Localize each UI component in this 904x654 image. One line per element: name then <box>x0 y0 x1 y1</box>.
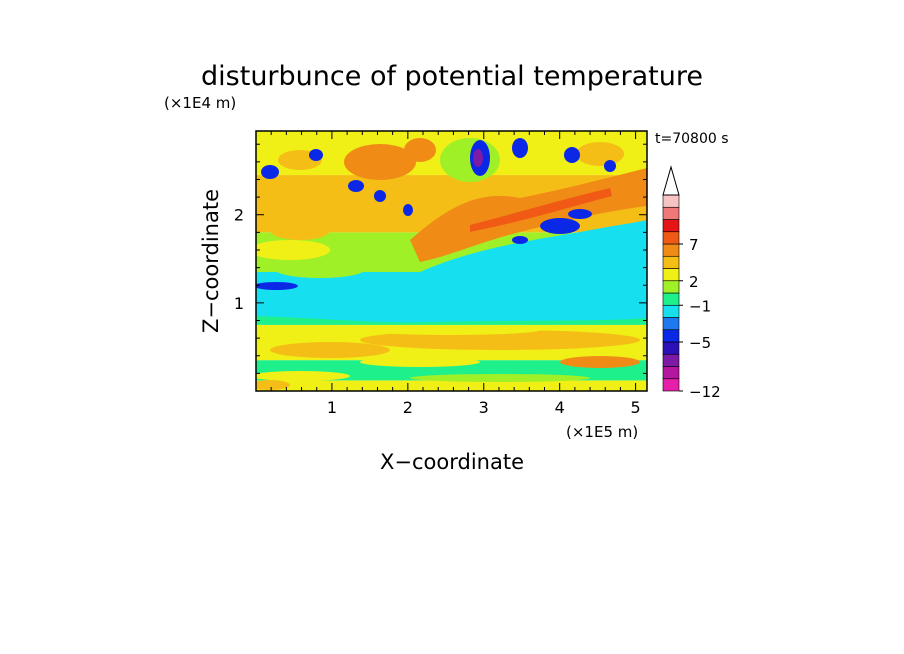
contour-region <box>270 342 390 358</box>
contour-region <box>473 149 483 167</box>
contour-region <box>576 142 624 166</box>
contour-region <box>256 282 298 290</box>
colorbar-swatch <box>662 231 680 245</box>
colorbar-swatch <box>662 194 680 208</box>
colorbar-swatch <box>662 255 680 269</box>
colorbar-swatch <box>662 378 680 392</box>
y-tick-label: 1 <box>234 294 244 313</box>
x-tick-label: 3 <box>479 398 489 417</box>
x-axis: 1 2 3 4 5 <box>270 131 641 417</box>
colorbar-swatch <box>662 219 680 233</box>
colorbar-swatch <box>662 292 680 306</box>
x-axis-label: X−coordinate <box>380 450 524 474</box>
contour-region <box>256 371 350 381</box>
colorbar-label: 7 <box>689 236 699 254</box>
contour-region <box>518 136 562 164</box>
y-unit-label: (×1E4 m) <box>164 94 236 112</box>
contour-region <box>540 218 580 234</box>
contour-region <box>410 374 590 382</box>
contour-region <box>470 188 612 232</box>
colorbar-swatch <box>662 353 680 367</box>
colorbar-swatch <box>662 341 680 355</box>
colorbar: −12−5−127 <box>662 165 721 401</box>
colorbar-label: −5 <box>689 334 711 352</box>
contour-region <box>309 149 323 161</box>
colorbar-label: −1 <box>689 297 711 315</box>
contour-region <box>604 160 616 172</box>
colorbar-swatch <box>662 304 680 318</box>
colorbar-swatch <box>662 206 680 220</box>
contour-region <box>564 147 580 163</box>
contour-region <box>568 209 592 219</box>
y-axis-label: Z−coordinate <box>199 189 223 333</box>
contour-region <box>270 220 330 240</box>
colorbar-label: −12 <box>689 383 721 401</box>
field-band <box>256 380 647 391</box>
x-tick-label: 1 <box>327 398 337 417</box>
contour-region <box>261 165 279 179</box>
contour-region <box>404 138 436 162</box>
x-tick-label: 5 <box>631 398 641 417</box>
x-unit-label: (×1E5 m) <box>566 423 638 441</box>
colorbar-swatch <box>662 243 680 257</box>
colorbar-label: 2 <box>689 273 699 291</box>
contour-region <box>360 330 640 350</box>
colorbar-swatch <box>662 366 680 380</box>
contour-region <box>403 204 413 216</box>
contour-region <box>348 180 364 192</box>
x-tick-label: 2 <box>403 398 413 417</box>
contour-region <box>374 190 386 202</box>
time-label: t=70800 s <box>655 131 729 147</box>
colorbar-swatch <box>662 280 680 294</box>
contour-region <box>560 356 640 368</box>
contour-region <box>360 357 480 367</box>
contour-region <box>440 138 500 182</box>
contour-region <box>344 144 416 180</box>
contour-region <box>256 240 330 260</box>
contour-region <box>256 380 290 390</box>
contour-region <box>512 138 528 158</box>
chart-title: disturbunce of potential temperature <box>201 61 703 92</box>
x-tick-label: 4 <box>555 398 565 417</box>
contour-features <box>256 136 647 390</box>
colorbar-swatch <box>662 268 680 282</box>
colorbar-swatch <box>662 317 680 331</box>
contour-region <box>360 325 540 335</box>
plot-frame <box>255 130 648 392</box>
colorbar-swatch <box>662 329 680 343</box>
y-tick-label: 2 <box>234 206 244 225</box>
y-axis: 12 <box>234 143 647 374</box>
colorbar-extend-arrow <box>662 165 680 196</box>
contour-region <box>276 262 364 278</box>
contour-region <box>256 220 647 323</box>
contour-region <box>512 236 528 244</box>
